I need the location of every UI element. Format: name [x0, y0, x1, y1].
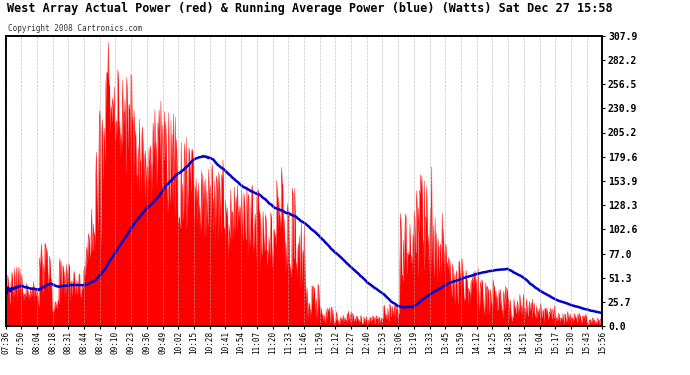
Text: West Array Actual Power (red) & Running Average Power (blue) (Watts) Sat Dec 27 : West Array Actual Power (red) & Running …	[7, 2, 613, 15]
Text: Copyright 2008 Cartronics.com: Copyright 2008 Cartronics.com	[8, 24, 142, 33]
